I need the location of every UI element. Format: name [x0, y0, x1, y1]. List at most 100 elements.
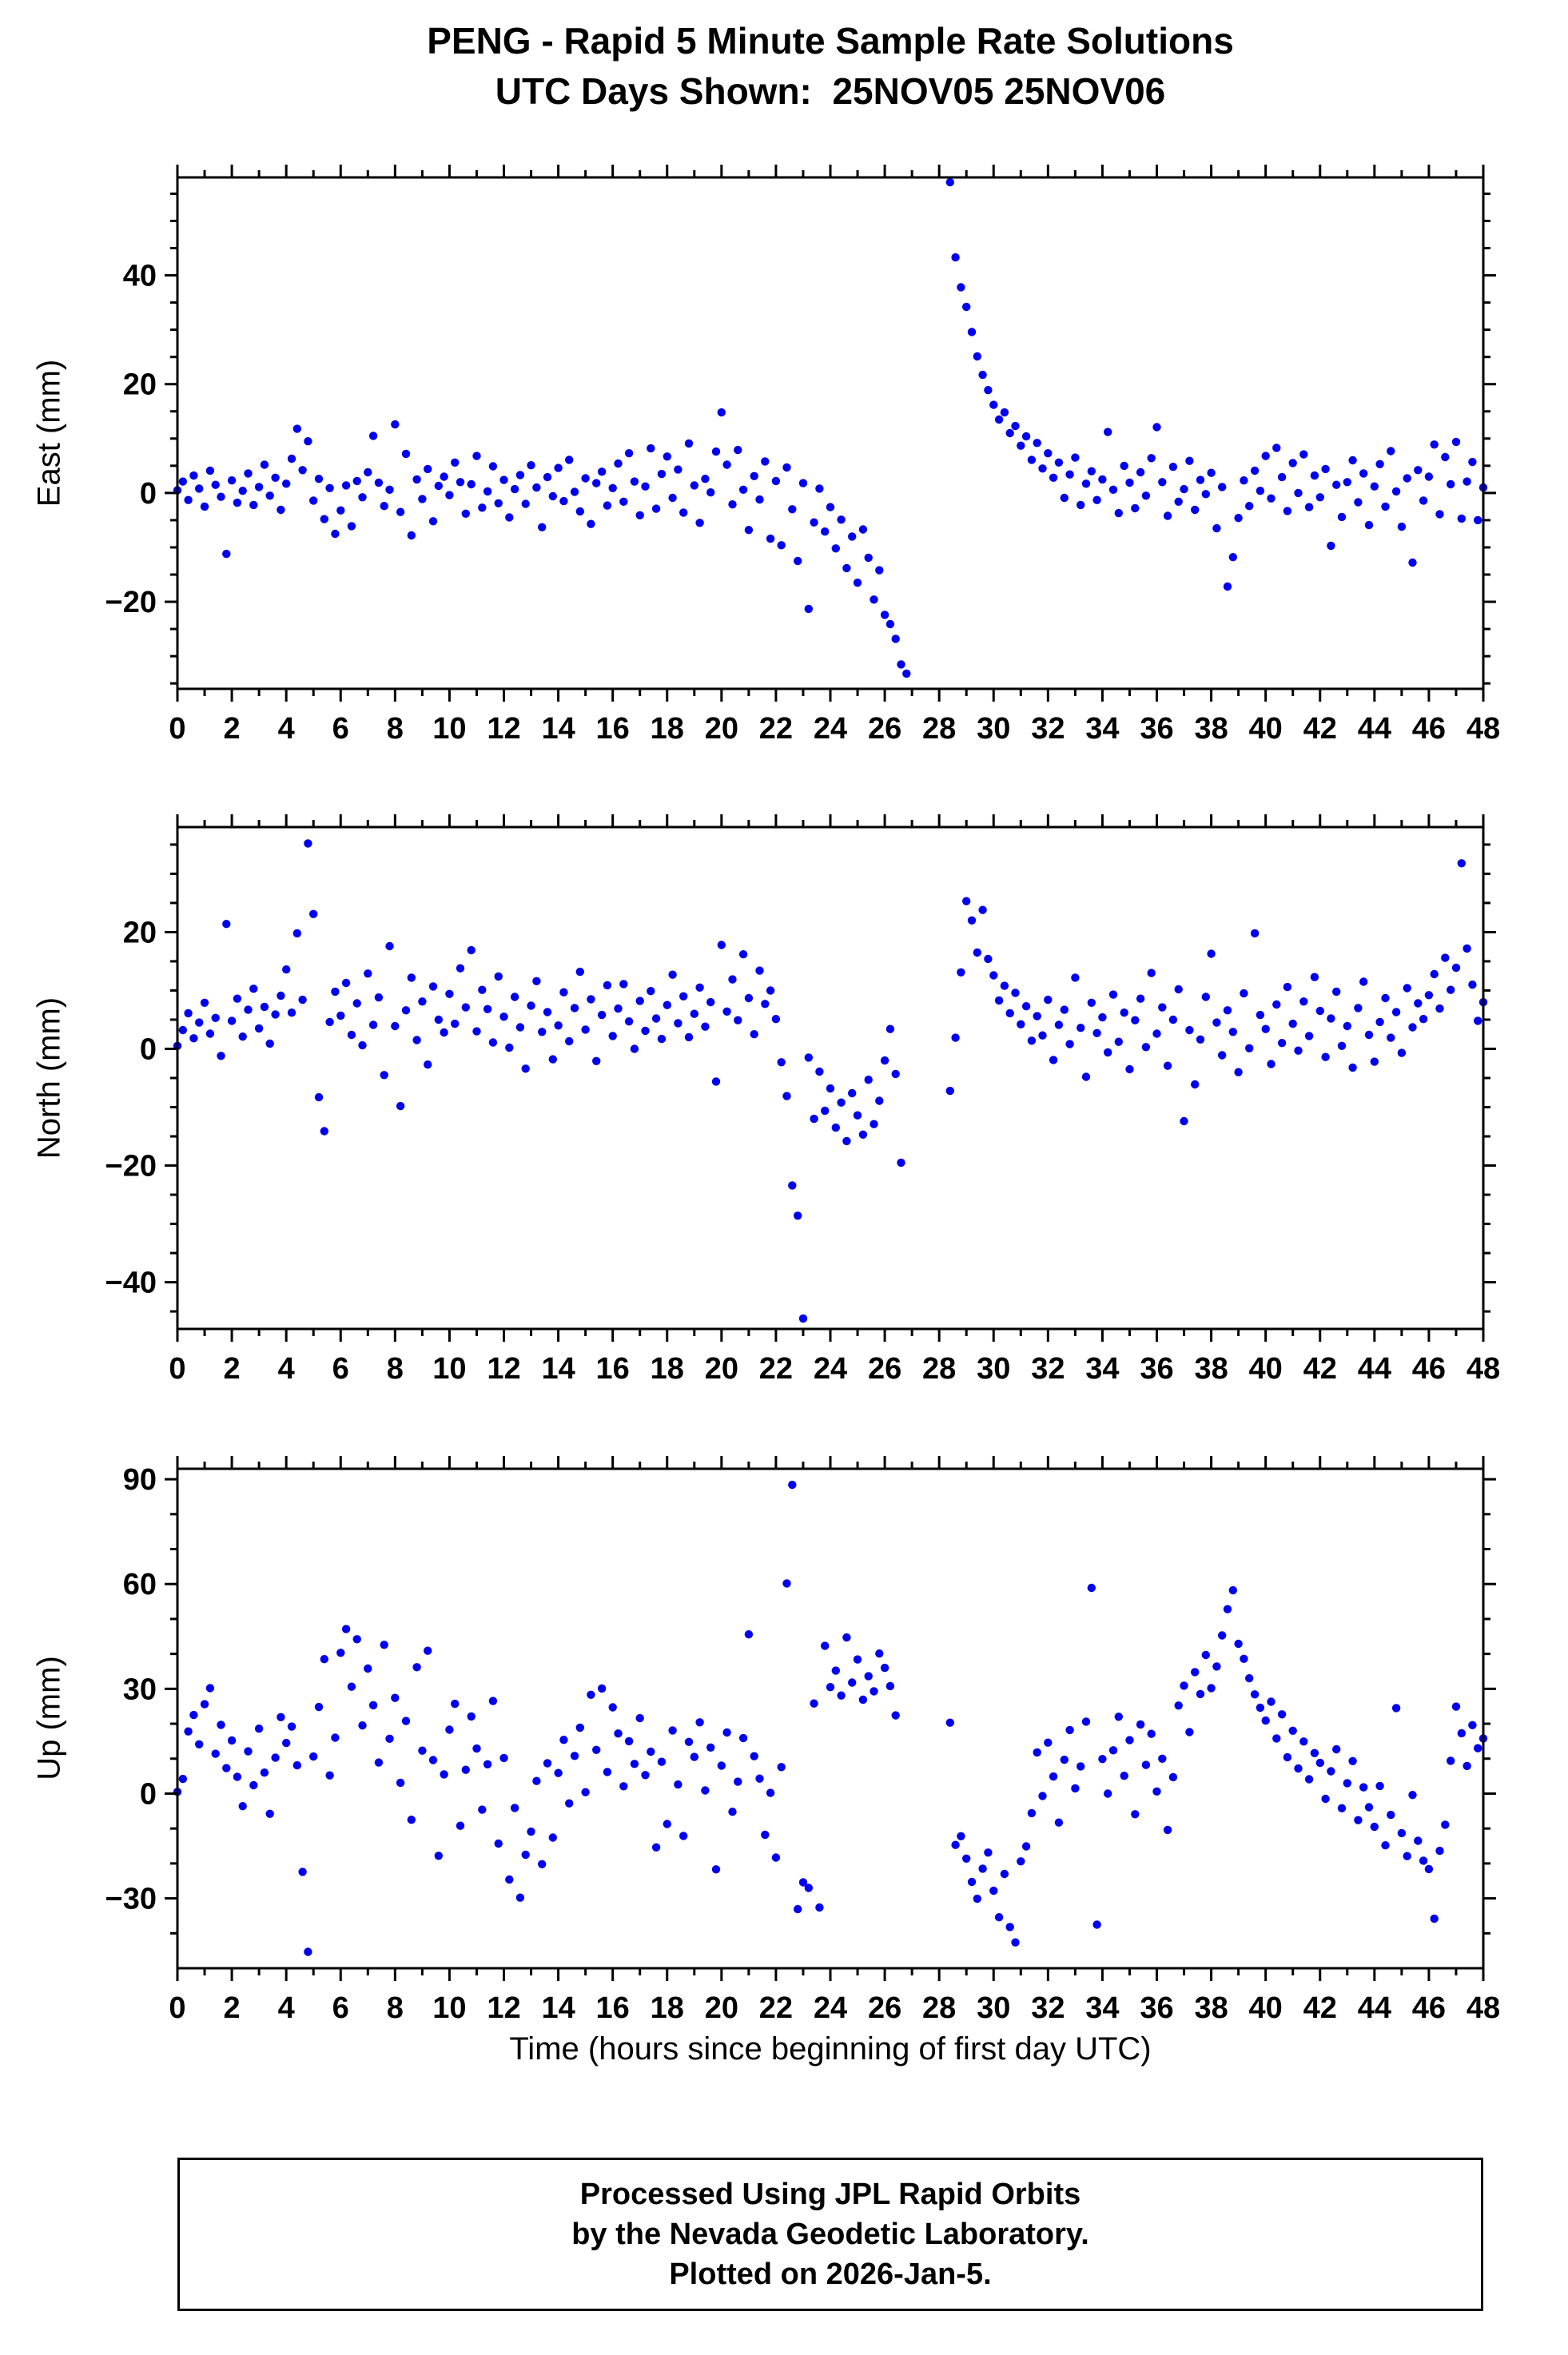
svg-text:36: 36 [1140, 1991, 1173, 2025]
east-axis-label: East (mm) [31, 359, 67, 507]
svg-text:40: 40 [1249, 712, 1283, 746]
svg-text:22: 22 [759, 1991, 793, 2025]
svg-text:20: 20 [123, 916, 157, 949]
svg-text:34: 34 [1085, 1991, 1119, 2025]
svg-text:38: 38 [1194, 1352, 1228, 1386]
svg-text:12: 12 [487, 712, 520, 746]
svg-text:22: 22 [759, 712, 793, 746]
svg-text:32: 32 [1031, 712, 1065, 746]
svg-text:44: 44 [1358, 712, 1391, 746]
svg-text:6: 6 [332, 1991, 349, 2025]
svg-text:4: 4 [278, 1991, 295, 2025]
svg-text:−40: −40 [105, 1267, 157, 1300]
svg-text:34: 34 [1085, 1352, 1119, 1386]
svg-text:12: 12 [487, 1991, 520, 2025]
svg-text:14: 14 [541, 1991, 575, 2025]
svg-text:20: 20 [705, 1991, 738, 2025]
svg-text:60: 60 [123, 1568, 157, 1601]
up-axis-label: Up (mm) [31, 1656, 67, 1780]
svg-text:26: 26 [868, 712, 901, 746]
east-chart-svg: 0 2 4 6 8 10 12 14 16 18 20 22 24 26 28 30 32 34 36 38 40 42 4… [105, 165, 1500, 746]
svg-text:42: 42 [1303, 1991, 1337, 2025]
svg-text:6: 6 [332, 1352, 349, 1386]
north-chart-svg: 0 2 4 6 8 10 12 14 16 18 20 22 24 26 28 30 32 34 36 38 40 42 4… [105, 814, 1500, 1386]
svg-text:18: 18 [651, 712, 684, 746]
svg-text:36: 36 [1140, 1352, 1173, 1386]
svg-text:32: 32 [1031, 1991, 1065, 2025]
svg-text:0: 0 [140, 1777, 157, 1811]
svg-text:30: 30 [977, 712, 1010, 746]
svg-text:2: 2 [224, 1991, 241, 2025]
svg-text:8: 8 [387, 1352, 404, 1386]
svg-text:42: 42 [1303, 712, 1337, 746]
svg-text:20: 20 [123, 368, 157, 402]
svg-text:16: 16 [596, 1352, 630, 1386]
svg-text:2: 2 [224, 712, 241, 746]
svg-text:48: 48 [1467, 1352, 1500, 1386]
svg-text:40: 40 [123, 260, 157, 293]
svg-text:28: 28 [922, 712, 956, 746]
svg-text:20: 20 [705, 712, 738, 746]
svg-text:42: 42 [1303, 1352, 1337, 1386]
svg-text:16: 16 [596, 1991, 630, 2025]
svg-text:16: 16 [596, 712, 630, 746]
svg-text:26: 26 [868, 1991, 901, 2025]
svg-text:0: 0 [169, 712, 185, 746]
svg-text:24: 24 [814, 1352, 847, 1386]
svg-text:28: 28 [922, 1352, 956, 1386]
svg-text:4: 4 [278, 1352, 295, 1386]
svg-text:0: 0 [140, 477, 157, 511]
svg-text:6: 6 [332, 712, 349, 746]
svg-text:24: 24 [814, 712, 847, 746]
chart-title-line1: PENG - Rapid 5 Minute Sample Rate Soluti… [427, 20, 1234, 62]
svg-text:12: 12 [487, 1352, 520, 1386]
svg-text:28: 28 [922, 1991, 956, 2025]
svg-text:0: 0 [169, 1991, 185, 2025]
chart-title-line2: UTC Days Shown: 25NOV05 25NOV06 [495, 70, 1166, 112]
svg-text:40: 40 [1249, 1352, 1283, 1386]
svg-text:4: 4 [278, 712, 295, 746]
svg-text:−30: −30 [105, 1883, 157, 1916]
svg-text:90: 90 [123, 1463, 157, 1497]
svg-text:40: 40 [1249, 1991, 1283, 2025]
svg-text:−20: −20 [105, 586, 157, 619]
svg-text:46: 46 [1412, 712, 1446, 746]
svg-text:32: 32 [1031, 1352, 1065, 1386]
svg-text:48: 48 [1467, 1991, 1500, 2025]
svg-text:34: 34 [1085, 712, 1119, 746]
svg-text:18: 18 [651, 1352, 684, 1386]
svg-text:26: 26 [868, 1352, 901, 1386]
svg-text:46: 46 [1412, 1991, 1446, 2025]
footer-line1: Processed Using JPL Rapid Orbits [579, 2178, 1081, 2211]
up-chart-svg: 0 2 4 6 8 10 12 14 16 18 20 22 24 26 28 30 32 34 36 38 40 42 4… [105, 1456, 1500, 2025]
svg-text:−20: −20 [105, 1150, 157, 1183]
svg-text:22: 22 [759, 1352, 793, 1386]
chart-title: PENG - Rapid 5 Minute Sample Rate Soluti… [131, 16, 1530, 117]
svg-text:46: 46 [1412, 1352, 1446, 1386]
svg-text:14: 14 [541, 1352, 575, 1386]
svg-text:8: 8 [387, 1991, 404, 2025]
svg-text:38: 38 [1194, 1991, 1228, 2025]
svg-text:24: 24 [814, 1991, 847, 2025]
svg-text:44: 44 [1358, 1352, 1391, 1386]
svg-text:20: 20 [705, 1352, 738, 1386]
svg-text:38: 38 [1194, 712, 1228, 746]
svg-text:36: 36 [1140, 712, 1173, 746]
svg-text:10: 10 [432, 1991, 466, 2025]
footer-line2: by the Nevada Geodetic Laboratory. [571, 2218, 1089, 2251]
svg-text:30: 30 [123, 1673, 157, 1706]
north-axis-label: North (mm) [31, 996, 67, 1160]
svg-text:18: 18 [651, 1991, 684, 2025]
footer-line3: Plotted on 2026-Jan-5. [669, 2258, 992, 2291]
svg-text:2: 2 [224, 1352, 241, 1386]
time-axis-label: Time (hours since beginning of first day… [509, 2031, 1152, 2067]
svg-text:30: 30 [977, 1352, 1010, 1386]
svg-text:44: 44 [1358, 1991, 1391, 2025]
svg-text:10: 10 [432, 712, 466, 746]
svg-text:0: 0 [169, 1352, 185, 1386]
svg-text:10: 10 [432, 1352, 466, 1386]
svg-text:8: 8 [387, 712, 404, 746]
footer-box: Processed Using JPL Rapid Orbits by the … [177, 2158, 1483, 2311]
svg-text:14: 14 [541, 712, 575, 746]
